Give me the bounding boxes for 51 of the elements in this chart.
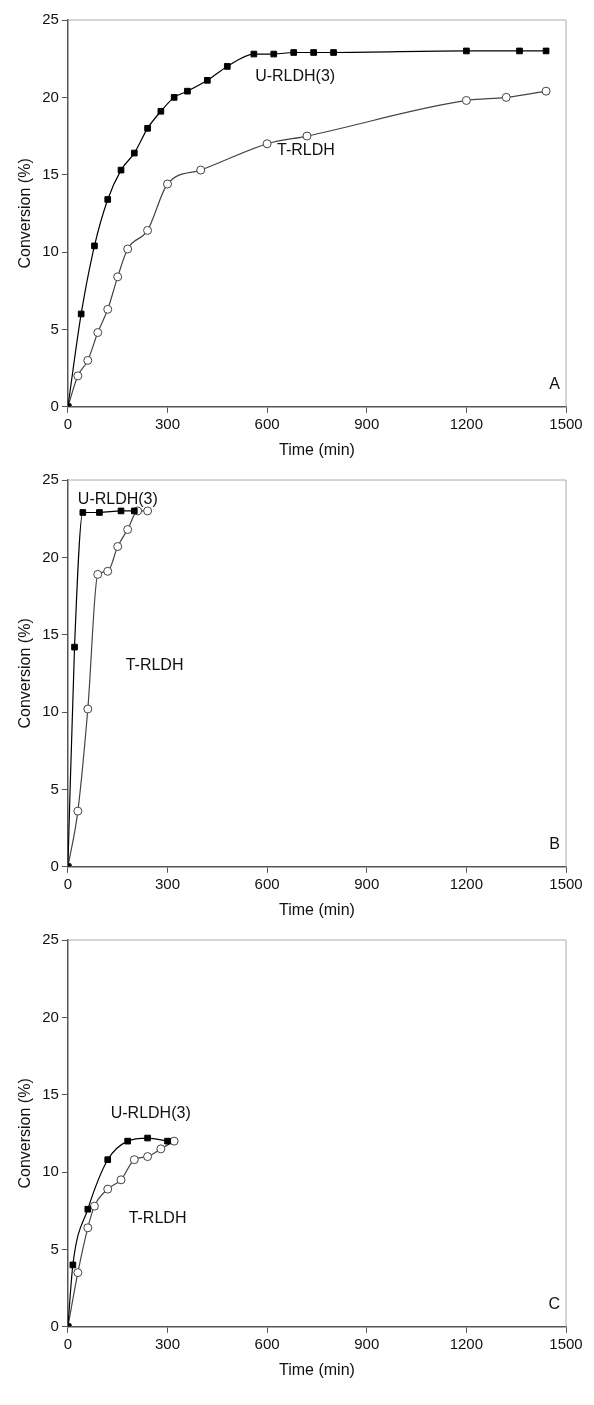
x-tick-label: 900: [354, 874, 380, 892]
x-tick-label: 1200: [449, 414, 484, 432]
x-tick-label: 300: [154, 414, 181, 432]
x-tick-label: 900: [354, 1334, 380, 1352]
x-tick-label: 900: [354, 414, 380, 432]
y-axis-title: Conversion (%): [16, 618, 34, 729]
x-tick-label: 600: [254, 1334, 280, 1352]
y-tick-label: 10: [42, 1162, 59, 1180]
y-tick-label: 10: [42, 702, 59, 720]
x-tick-label: 300: [154, 874, 181, 892]
y-tick-label: 25: [42, 470, 59, 488]
annotation: B: [549, 835, 560, 853]
y-tick-label: 15: [42, 164, 59, 182]
y-axis-title: Conversion (%): [16, 158, 34, 269]
x-tick-label: 600: [254, 414, 280, 432]
y-tick-label: 20: [42, 87, 59, 105]
x-axis-title: Time (min): [279, 1360, 355, 1378]
series-label: U-RLDH(3): [255, 66, 336, 84]
y-tick-label: 20: [42, 547, 59, 565]
x-axis-title: Time (min): [279, 900, 355, 918]
y-tick-label: 25: [42, 930, 59, 948]
y-tick-label: 25: [42, 10, 59, 28]
x-tick-label: 300: [154, 1334, 181, 1352]
y-tick-label: 5: [50, 319, 59, 337]
y-axis-title: Conversion (%): [16, 1078, 34, 1189]
y-tick-label: 0: [50, 396, 59, 414]
series-label: T-RLDH: [128, 1208, 187, 1226]
y-tick-label: 5: [50, 1239, 59, 1257]
series-label: U-RLDH(3): [110, 1104, 191, 1122]
x-tick-label: 1200: [449, 874, 484, 892]
y-tick-label: 15: [42, 1084, 59, 1102]
x-tick-label: 1500: [549, 1334, 583, 1352]
y-tick-label: 20: [42, 1007, 59, 1025]
x-axis-title: Time (min): [279, 440, 355, 458]
x-tick-label: 1500: [549, 874, 583, 892]
x-tick-label: 0: [63, 1334, 73, 1352]
x-tick-label: 0: [63, 874, 73, 892]
series-label: T-RLDH: [277, 140, 335, 158]
y-tick-label: 15: [42, 624, 59, 642]
x-tick-label: 1500: [549, 414, 583, 432]
x-tick-label: 600: [254, 874, 280, 892]
y-tick-label: 0: [50, 856, 59, 874]
annotation: A: [549, 375, 561, 393]
x-tick-label: 1200: [449, 1334, 484, 1352]
text: T-RLDH: [125, 656, 184, 674]
y-tick-label: 10: [42, 242, 59, 260]
annotation: C: [548, 1295, 560, 1313]
x-tick-label: 0: [63, 414, 73, 432]
y-tick-label: 5: [50, 779, 59, 797]
series-label: U-RLDH(3): [77, 489, 158, 507]
y-tick-label: 0: [50, 1316, 59, 1334]
